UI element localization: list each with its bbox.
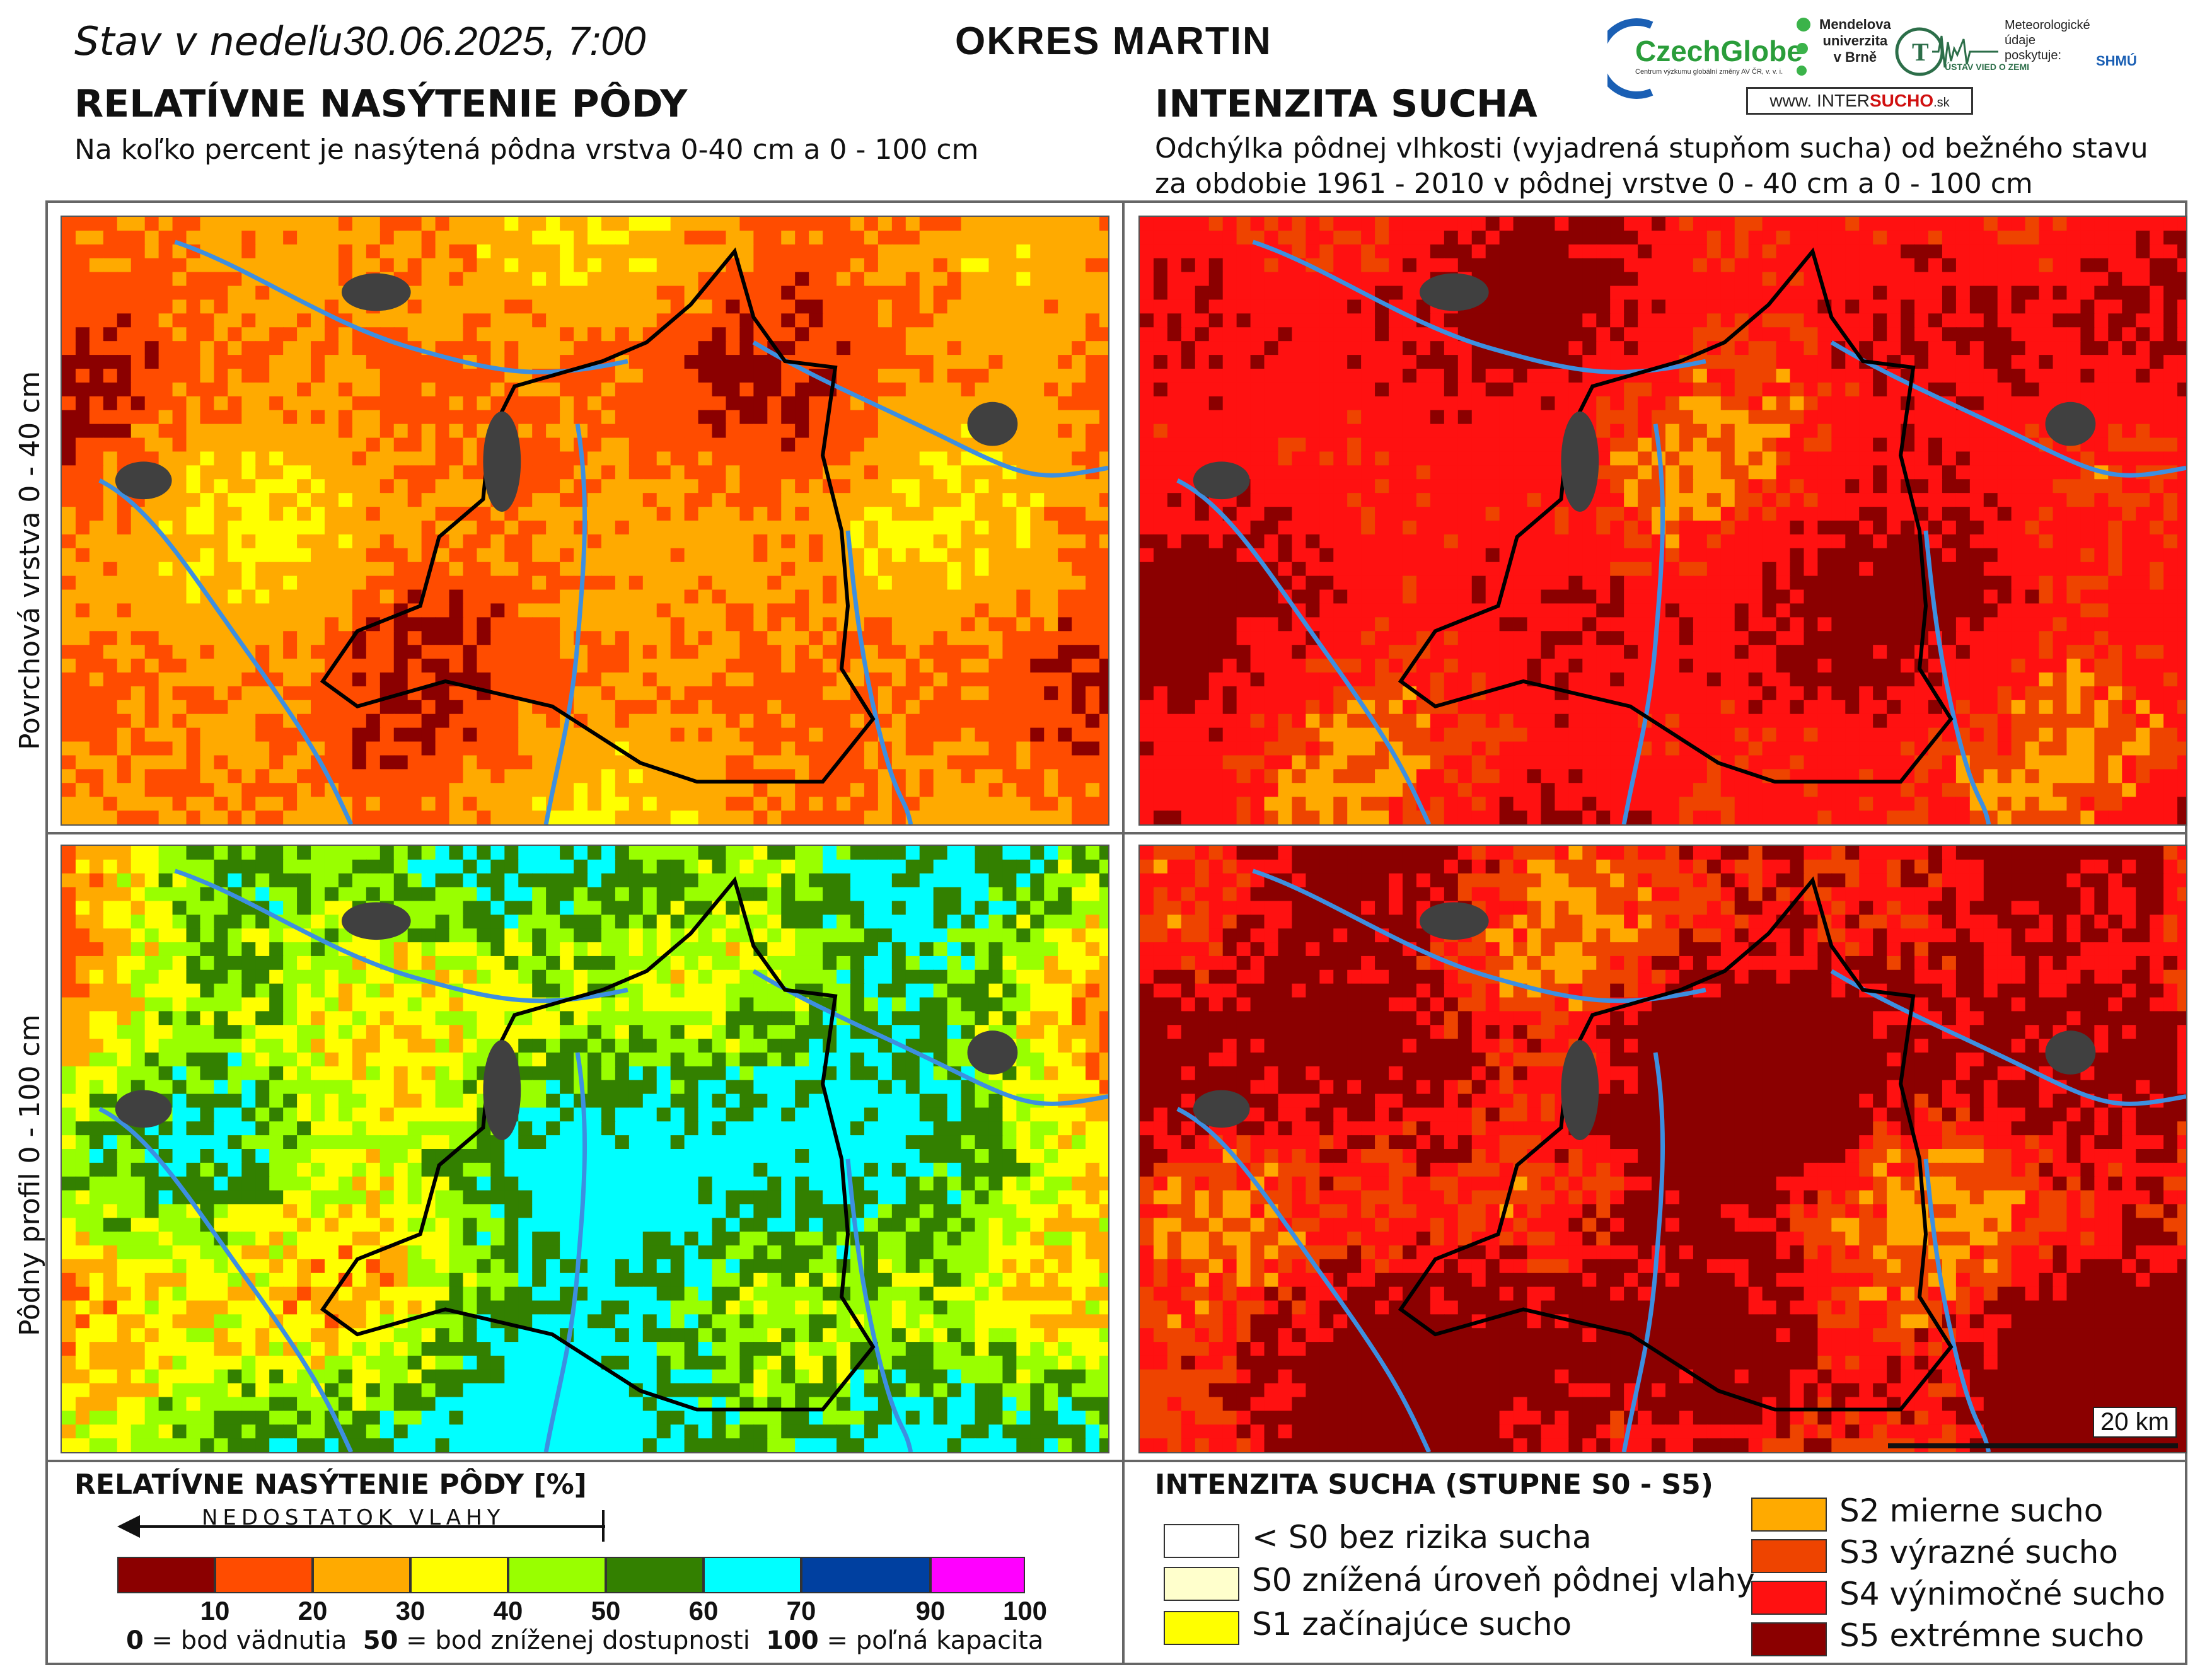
colorbar-tick: 20: [298, 1596, 328, 1625]
drought-topsoil-raster: [1140, 217, 2186, 824]
colorbar-tick: 30: [395, 1596, 426, 1625]
row-divider: [45, 832, 2187, 834]
colorbar-tick: 40: [493, 1596, 523, 1625]
meteo-line2: údaje: [2005, 33, 2035, 47]
saturation-notes: 0 = bod vädnutia 50 = bod zníženej dostu…: [126, 1626, 1043, 1655]
date-prefix: Stav v nedeľu: [74, 18, 343, 64]
mendel-line2: univerzita: [1822, 33, 1888, 49]
colorbar-tick: 100: [1002, 1596, 1048, 1625]
mendel-line1: Mendelova: [1819, 16, 1891, 32]
colorbar-segment: [410, 1557, 508, 1593]
mendel-line3: v Brně: [1833, 49, 1877, 65]
arrow-label: NEDOSTATOK VLAHY: [202, 1505, 506, 1530]
map-saturation-topsoil[interactable]: [61, 216, 1109, 826]
map-saturation-profile[interactable]: [61, 845, 1109, 1453]
intersucho-suffix: .sk: [1933, 96, 1950, 110]
row-label-top: Povrchová vrstva 0 - 40 cm: [14, 371, 46, 750]
drought-subtitle-line1: Odchýlka pôdnej vlhkosti (vyjadrená stup…: [1155, 132, 2148, 165]
colorbar-tick: 90: [915, 1596, 946, 1625]
saturation-colorbar-ticks: 10 20 30 40 50 60 70 90 100: [117, 1593, 1047, 1625]
note-100-value: 100: [766, 1626, 819, 1655]
colorbar-tick: 10: [200, 1596, 230, 1625]
partner-logos: CzechGlobe Centrum výzkumu globální změn…: [1596, 11, 2187, 118]
scale-bar-label: 20 km: [2093, 1407, 2177, 1438]
date-value: 30.06.2025, 7:00: [342, 18, 646, 64]
intersucho-mid: SUCHO: [1870, 91, 1934, 110]
colorbar-segment: [606, 1557, 704, 1593]
shmu-logo: SHMÚ: [2096, 53, 2137, 69]
ustav-logo-icon: T: [1895, 27, 1998, 76]
saturation-legend-title: RELATÍVNE NASÝTENIE PÔDY [%]: [74, 1469, 587, 1501]
note-0-value: 0: [126, 1626, 144, 1655]
scale-bar-line: [1888, 1443, 2178, 1448]
note-50-text: = bod zníženej dostupnosti: [398, 1626, 750, 1655]
note-0-text: = bod vädnutia: [143, 1626, 347, 1655]
mendel-dot-icon: [1797, 66, 1807, 76]
saturation-topsoil-raster: [62, 217, 1108, 824]
note-50-value: 50: [362, 1626, 398, 1655]
drought-legend-title: INTENZITA SUCHA (STUPNE S0 - S5): [1155, 1469, 1713, 1501]
mendel-logo: Mendelova univerzita v Brně: [1819, 16, 1891, 66]
svg-text:T: T: [1912, 38, 1929, 66]
drought-title: INTENZITA SUCHA: [1155, 82, 1537, 126]
header-date: Stav v nedeľu30.06.2025, 7:00: [74, 18, 646, 64]
map-drought-topsoil[interactable]: [1138, 216, 2187, 826]
saturation-subtitle: Na koľko percent je nasýtená pôdna vrstv…: [74, 134, 979, 166]
drought-profile-raster: [1140, 846, 2186, 1452]
colorbar-segment: [117, 1557, 215, 1593]
arrow-shaft: [120, 1525, 605, 1528]
colorbar-segment: [704, 1557, 801, 1593]
colorbar-segment: [508, 1557, 606, 1593]
colorbar-tick: 50: [591, 1596, 621, 1625]
map-drought-profile[interactable]: [1138, 845, 2187, 1453]
intersucho-prefix: www. INTER: [1769, 91, 1870, 110]
mendel-dot-icon: [1797, 43, 1808, 54]
czechglobe-logo: CzechGlobe: [1635, 35, 1803, 67]
drought-subtitle-line2: za obdobie 1961 - 2010 v pôdnej vrstve 0…: [1155, 168, 2033, 200]
mendel-dot-icon: [1797, 18, 1810, 32]
row-label-bottom: Pôdny profil 0 - 100 cm: [14, 1014, 46, 1337]
saturation-title: RELATÍVNE NASÝTENIE PÔDY: [74, 82, 688, 126]
meteo-line1: Meteorologické: [2005, 18, 2090, 32]
czechglobe-subtitle: Centrum výzkumu globální změny AV ČR, v.…: [1635, 68, 1783, 76]
meteo-provider: Meteorologické údaje poskytuje:: [2005, 18, 2090, 63]
colorbar-segment: [313, 1557, 410, 1593]
intersucho-link[interactable]: www. INTERSUCHO.sk: [1746, 87, 1973, 115]
district-title: OKRES MARTIN: [955, 20, 1272, 63]
colorbar-segment: [215, 1557, 313, 1593]
center-divider: [1122, 200, 1125, 1665]
legend-divider: [45, 1460, 2187, 1462]
saturation-profile-raster: [62, 846, 1108, 1452]
colorbar-segment: [930, 1557, 1025, 1593]
arrow-end: [602, 1510, 605, 1542]
saturation-colorbar: [117, 1557, 1025, 1593]
meteo-line3: poskytuje:: [2005, 49, 2062, 62]
colorbar-tick: 60: [688, 1596, 719, 1625]
note-100-text: = poľná kapacita: [818, 1626, 1044, 1655]
colorbar-segment: [801, 1557, 930, 1593]
ustav-logo-label: ÚSTAV VIED O ZEMI: [1945, 62, 2030, 72]
arrow-left-icon: [117, 1515, 140, 1538]
colorbar-tick: 70: [786, 1596, 816, 1625]
